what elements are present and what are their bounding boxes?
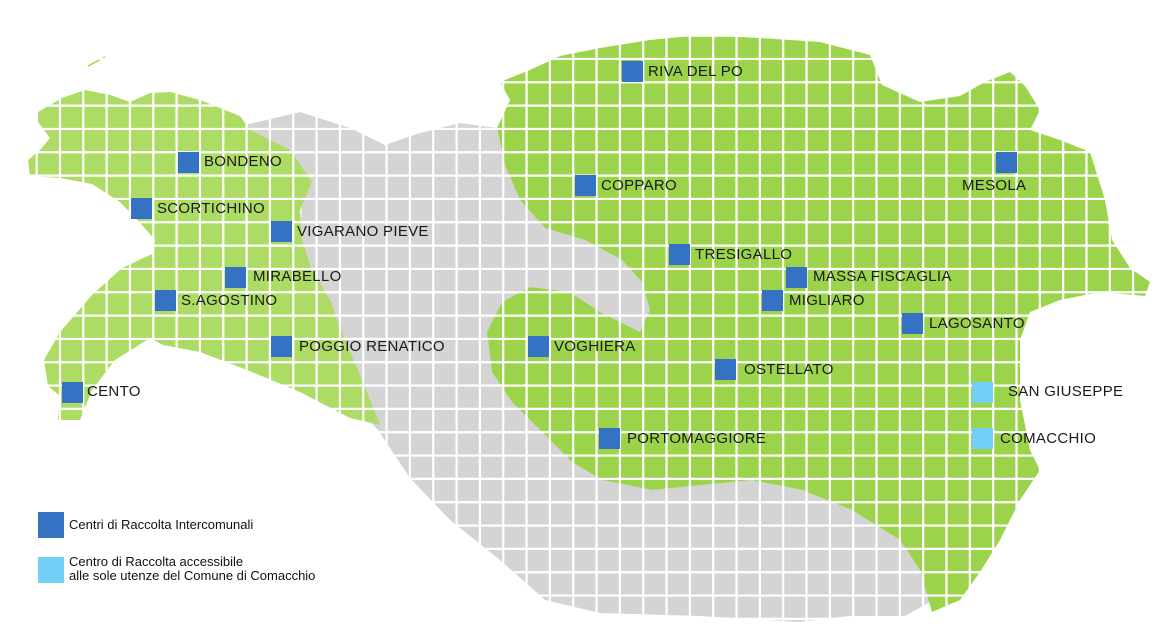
collection-center-marker <box>902 313 923 334</box>
collection-center-marker <box>155 290 176 311</box>
collection-center-label: S.AGOSTINO <box>181 292 278 309</box>
collection-center-label: VIGARANO PIEVE <box>297 223 429 240</box>
collection-center-marker <box>575 175 596 196</box>
area-other <box>245 112 930 622</box>
legend-label: alle sole utenze del Comune di Comacchio <box>69 568 316 583</box>
area-east <box>487 35 1150 612</box>
collection-center-marker <box>225 267 246 288</box>
collection-center-label: SCORTICHINO <box>157 200 266 217</box>
collection-center-label: LAGOSANTO <box>929 315 1025 332</box>
collection-center-label: VOGHIERA <box>554 338 636 355</box>
collection-center-label: COPPARO <box>601 177 678 194</box>
collection-center-label: PORTOMAGGIORE <box>627 430 767 447</box>
legend-swatch-intercomunale <box>38 512 64 538</box>
collection-center-marker <box>178 152 199 173</box>
collection-center-label: BONDENO <box>204 153 282 170</box>
collection-center-marker <box>62 382 83 403</box>
collection-center-marker <box>622 61 643 82</box>
collection-center-marker <box>669 244 690 265</box>
collection-center-marker <box>972 382 993 403</box>
collection-center-marker <box>599 428 620 449</box>
collection-center-marker <box>786 267 807 288</box>
legend-label: Centro di Raccolta accessibile <box>69 554 244 569</box>
collection-center-marker <box>528 336 549 357</box>
collection-center-marker <box>996 152 1017 173</box>
collection-center-marker <box>715 359 736 380</box>
collection-center-label: MASSA FISCAGLIA <box>813 268 952 285</box>
collection-center-marker <box>131 198 152 219</box>
collection-center-label: CENTO <box>87 383 141 400</box>
collection-center-label: SAN GIUSEPPE <box>1008 383 1124 400</box>
collection-center-marker <box>762 290 783 311</box>
collection-center-label: POGGIO RENATICO <box>299 338 445 355</box>
collection-center-label: OSTELLATO <box>744 361 834 378</box>
collection-center-marker <box>271 221 292 242</box>
collection-center-label: COMACCHIO <box>1000 430 1097 447</box>
collection-center-label: MIGLIARO <box>789 292 865 309</box>
collection-center-label: MIRABELLO <box>253 268 342 285</box>
collection-center-label: TRESIGALLO <box>695 246 793 263</box>
collection-center-marker <box>271 336 292 357</box>
collection-center-label: RIVA DEL PO <box>648 63 743 80</box>
legend-swatch-comacchio <box>38 557 64 583</box>
collection-center-marker <box>972 428 993 449</box>
area-west <box>28 90 380 425</box>
collection-center-label: MESOLA <box>962 177 1027 194</box>
legend-label: Centri di Raccolta Intercomunali <box>69 517 254 532</box>
